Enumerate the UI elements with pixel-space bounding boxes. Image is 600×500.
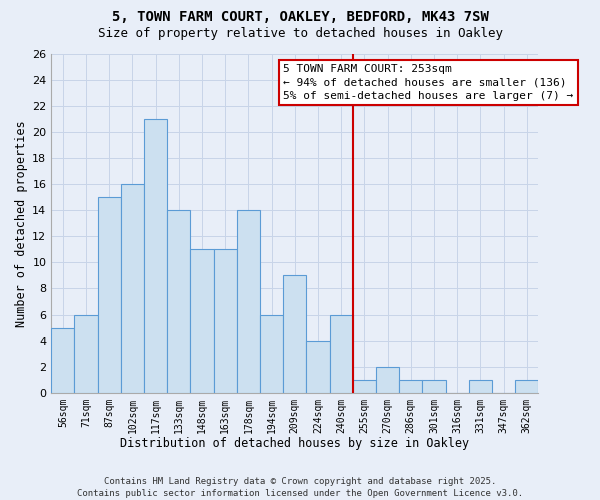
Bar	[399, 380, 422, 392]
Text: Contains HM Land Registry data © Crown copyright and database right 2025.
Contai: Contains HM Land Registry data © Crown c…	[77, 476, 523, 498]
Text: 5 TOWN FARM COURT: 253sqm
← 94% of detached houses are smaller (136)
5% of semi-: 5 TOWN FARM COURT: 253sqm ← 94% of detac…	[283, 64, 574, 101]
Y-axis label: Number of detached properties: Number of detached properties	[15, 120, 28, 326]
Text: 5, TOWN FARM COURT, OAKLEY, BEDFORD, MK43 7SW: 5, TOWN FARM COURT, OAKLEY, BEDFORD, MK4…	[112, 10, 488, 24]
Bar	[307, 340, 329, 392]
Bar	[329, 314, 353, 392]
Bar	[214, 250, 237, 392]
Bar	[422, 380, 446, 392]
Bar	[144, 119, 167, 392]
X-axis label: Distribution of detached houses by size in Oakley: Distribution of detached houses by size …	[120, 437, 469, 450]
Bar	[353, 380, 376, 392]
Bar	[469, 380, 492, 392]
Bar	[121, 184, 144, 392]
Bar	[260, 314, 283, 392]
Bar	[515, 380, 538, 392]
Bar	[376, 366, 399, 392]
Text: Size of property relative to detached houses in Oakley: Size of property relative to detached ho…	[97, 28, 503, 40]
Bar	[190, 250, 214, 392]
Bar	[74, 314, 98, 392]
Bar	[51, 328, 74, 392]
Bar	[167, 210, 190, 392]
Bar	[237, 210, 260, 392]
Bar	[283, 276, 307, 392]
Bar	[98, 198, 121, 392]
